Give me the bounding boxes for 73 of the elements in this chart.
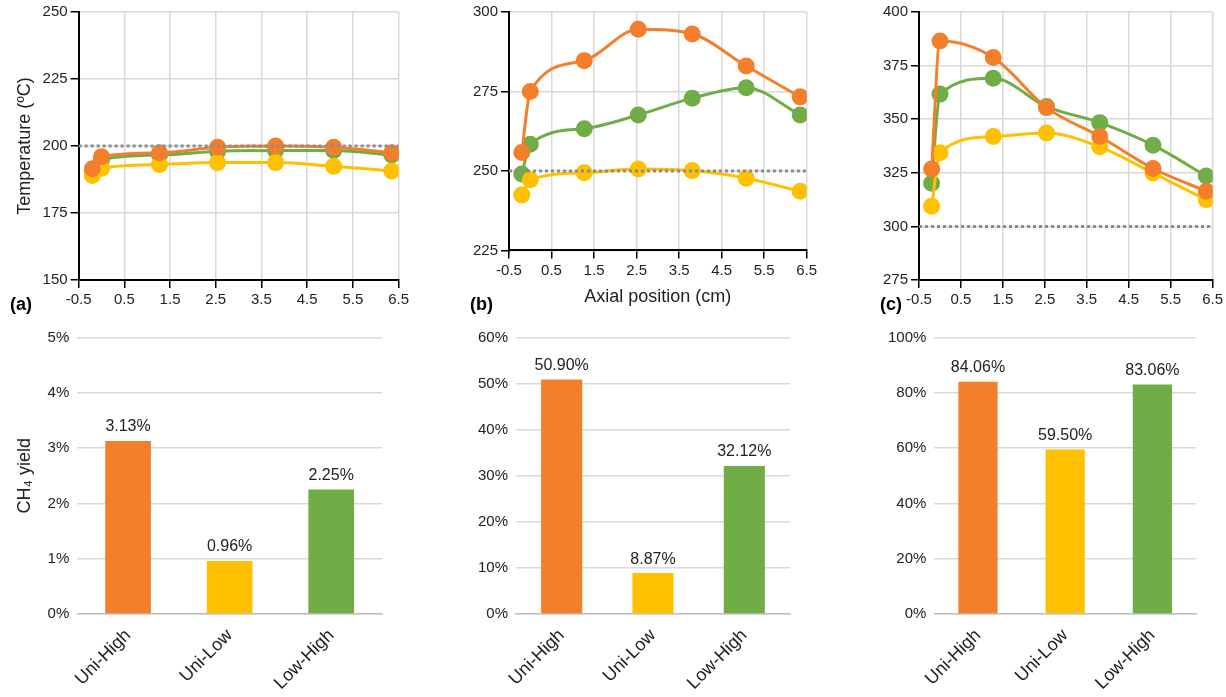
data-label: 84.06% — [950, 358, 1006, 376]
y-tick-label: 40% — [896, 493, 927, 511]
chart-title: (b) — [470, 293, 493, 314]
data-label: 3.13% — [105, 417, 151, 435]
y-tick-label: 40% — [477, 419, 509, 437]
y-tick-label: 200 — [42, 136, 68, 154]
x-tick-label: 2.5 — [205, 290, 227, 308]
y-tick-label: 20% — [477, 511, 509, 529]
y-axis-title: CH₄ yield — [13, 438, 34, 514]
y-tick-label: 300 — [473, 2, 499, 20]
y-tick-label: 0% — [486, 604, 509, 622]
x-tick-label: 2.5 — [626, 260, 647, 278]
x-tick-label: 0.5 — [541, 260, 562, 278]
y-tick-label: 80% — [896, 383, 927, 401]
x-tick-label: 1.5 — [992, 290, 1014, 308]
x-tick-label: 1.5 — [159, 290, 181, 308]
data-label: 2.25% — [308, 466, 354, 484]
y-tick-label: 2% — [47, 493, 70, 511]
x-tick-label: 0.5 — [113, 290, 135, 308]
y-tick-label: 400 — [883, 2, 909, 20]
y-tick-label: 10% — [477, 558, 509, 576]
x-tick-label: 4.5 — [1118, 290, 1140, 308]
y-tick-label: 250 — [473, 161, 499, 179]
x-tick-label: 3.5 — [251, 290, 272, 308]
y-tick-label: 3% — [47, 438, 70, 456]
x-tick-label: 1.5 — [583, 260, 605, 278]
x-tick-label: 6.5 — [1202, 290, 1223, 308]
x-tick-label: 3.5 — [1076, 290, 1098, 308]
y-tick-label: 225 — [42, 69, 68, 87]
y-axis-title: Temperature (ºC) — [13, 77, 34, 215]
y-tick-label: 300 — [883, 216, 909, 234]
x-tick-label: 6.5 — [796, 260, 817, 278]
y-tick-label: 60% — [896, 438, 927, 456]
x-tick-label: 2.5 — [1034, 290, 1056, 308]
y-tick-label: 60% — [477, 327, 509, 345]
y-tick-label: 0% — [47, 604, 70, 622]
x-tick-label: -0.5 — [65, 290, 92, 308]
data-label: 8.87% — [630, 549, 676, 567]
y-tick-label: 20% — [896, 548, 927, 566]
chart-title: (a) — [10, 293, 32, 314]
data-label: 32.12% — [717, 442, 772, 460]
y-tick-label: 175 — [42, 203, 68, 221]
y-tick-label: 100% — [887, 327, 927, 345]
x-tick-label: 3.5 — [668, 260, 690, 278]
y-tick-label: 225 — [473, 240, 499, 258]
y-tick-label: 350 — [883, 109, 909, 127]
y-tick-label: 275 — [883, 270, 909, 288]
y-tick-label: 250 — [42, 2, 68, 20]
data-label: 0.96% — [206, 537, 253, 555]
y-tick-label: 150 — [42, 270, 68, 288]
y-tick-label: 0% — [904, 604, 927, 622]
y-tick-label: 50% — [477, 373, 509, 391]
data-label: 50.90% — [534, 355, 589, 373]
data-label: 59.50% — [1038, 425, 1093, 443]
x-tick-label: 4.5 — [296, 290, 318, 308]
x-tick-label: 0.5 — [950, 290, 972, 308]
x-tick-label: -0.5 — [906, 290, 932, 308]
y-tick-label: 375 — [883, 55, 909, 73]
y-tick-label: 30% — [477, 465, 509, 483]
y-tick-label: 1% — [47, 548, 70, 566]
chart-title: (c) — [880, 293, 902, 314]
y-tick-label: 275 — [473, 81, 499, 99]
x-tick-label: 5.5 — [1160, 290, 1182, 308]
x-tick-label: 5.5 — [342, 290, 364, 308]
x-axis-title: Axial position (cm) — [584, 286, 732, 307]
x-tick-label: -0.5 — [496, 260, 522, 278]
x-tick-label: 5.5 — [753, 260, 775, 278]
x-tick-label: 4.5 — [711, 260, 732, 278]
y-tick-label: 5% — [47, 327, 70, 345]
y-tick-label: 4% — [47, 383, 70, 401]
y-tick-label: 325 — [883, 162, 909, 180]
data-label: 83.06% — [1125, 360, 1180, 378]
x-tick-label: 6.5 — [388, 290, 409, 308]
